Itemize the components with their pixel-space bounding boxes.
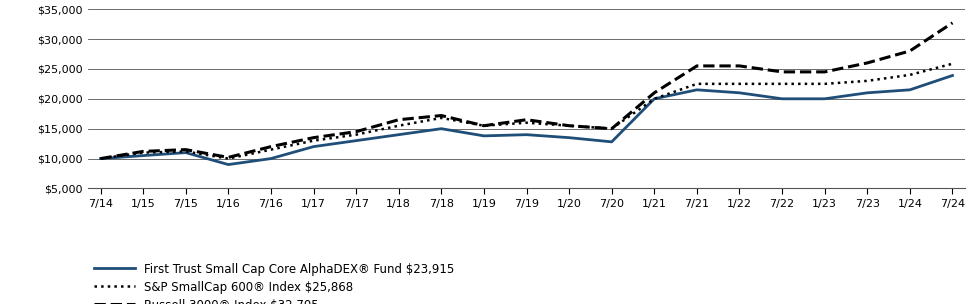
Legend: First Trust Small Cap Core AlphaDEX® Fund $23,915, S&P SmallCap 600® Index $25,8: First Trust Small Cap Core AlphaDEX® Fun… [94, 263, 454, 304]
